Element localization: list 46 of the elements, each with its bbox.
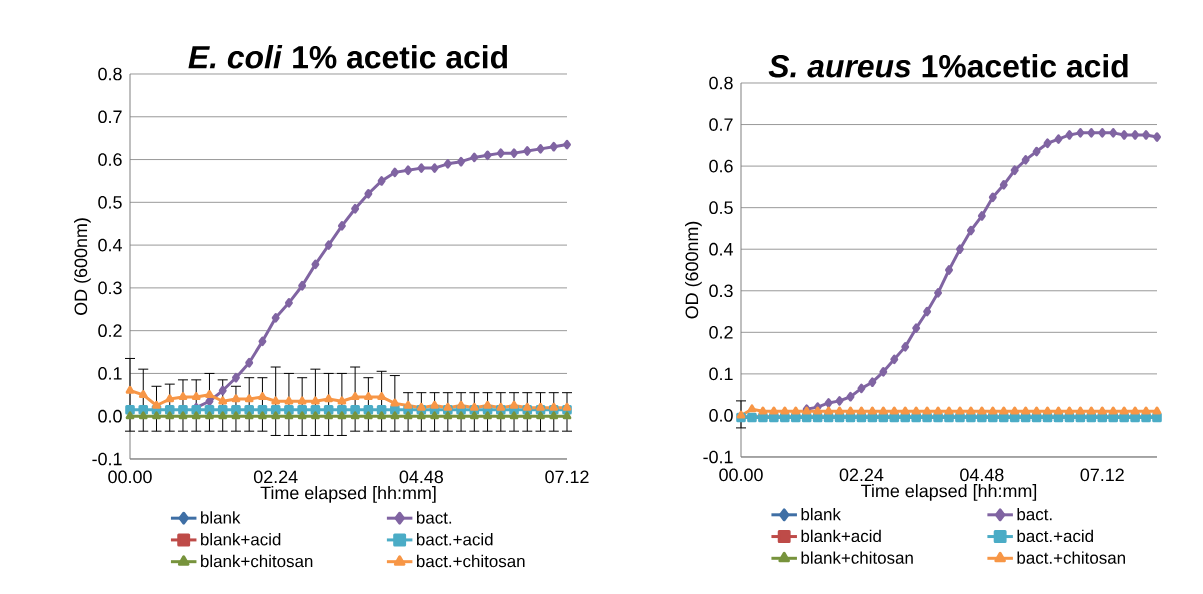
x-tick-label: 07.12 xyxy=(1080,468,1124,482)
legend-label: blank+acid xyxy=(801,529,881,543)
x-tick-label: 07.12 xyxy=(545,470,589,484)
legend-label: bact.+acid xyxy=(1017,529,1093,543)
legend-label: blank xyxy=(801,507,841,521)
legend-label: blank+chitosan xyxy=(201,554,313,568)
chart-title: S. aureus 1%acetic acid xyxy=(768,54,1128,78)
y-tick-label: 0.5 xyxy=(98,195,122,209)
x-axis-title: Time elapsed [hh:mm] xyxy=(861,484,1037,501)
legend-label: blank+chitosan xyxy=(801,551,913,564)
legend-label: bact.+acid xyxy=(416,533,493,546)
legend-label: bact.+chitosan xyxy=(416,554,525,568)
y-tick-label: 0.0 xyxy=(709,409,733,422)
y-tick-label: 0.3 xyxy=(98,281,122,295)
y-tick-label: 0.1 xyxy=(98,367,122,380)
legend-label: blank xyxy=(201,511,241,524)
y-tick-label: 0.7 xyxy=(709,118,733,131)
y-tick-label: 0.1 xyxy=(709,367,733,381)
y-axis-title: OD (600nm) xyxy=(74,218,91,315)
legend-label: bact.+chitosan xyxy=(1017,551,1125,564)
y-tick-label: -0.1 xyxy=(703,450,733,464)
y-tick-label: 0.7 xyxy=(98,110,122,124)
y-tick-label: 0.2 xyxy=(98,324,122,337)
y-tick-label: 0.4 xyxy=(709,242,733,256)
y-tick-label: 0.2 xyxy=(709,325,733,339)
x-tick-label: 02.24 xyxy=(839,468,884,482)
y-axis-title: OD (600nm) xyxy=(685,221,702,319)
y-tick-label: 0.0 xyxy=(98,409,122,423)
y-tick-label: 0.3 xyxy=(709,284,733,298)
x-tick-label: 04.48 xyxy=(399,470,444,484)
x-tick-label: 02.24 xyxy=(253,470,298,484)
chart-title: E. coli 1% acetic acid xyxy=(188,45,507,69)
y-tick-label: 0.8 xyxy=(98,67,122,81)
x-tick-label: 04.48 xyxy=(960,468,1004,482)
y-tick-label: 0.8 xyxy=(709,76,733,90)
y-tick-label: 0.6 xyxy=(709,159,733,173)
y-tick-label: -0.1 xyxy=(92,452,122,466)
legend-label: blank+acid xyxy=(201,533,281,546)
y-tick-label: 0.4 xyxy=(98,238,122,252)
x-tick-label: 00.00 xyxy=(108,470,152,484)
y-tick-label: 0.6 xyxy=(98,153,122,166)
legend-label: bact. xyxy=(1017,507,1052,521)
x-axis-title: Time elapsed [hh:mm] xyxy=(260,486,436,503)
y-tick-label: 0.5 xyxy=(709,201,733,214)
x-tick-label: 00.00 xyxy=(719,468,763,482)
legend-label: bact. xyxy=(416,511,452,524)
